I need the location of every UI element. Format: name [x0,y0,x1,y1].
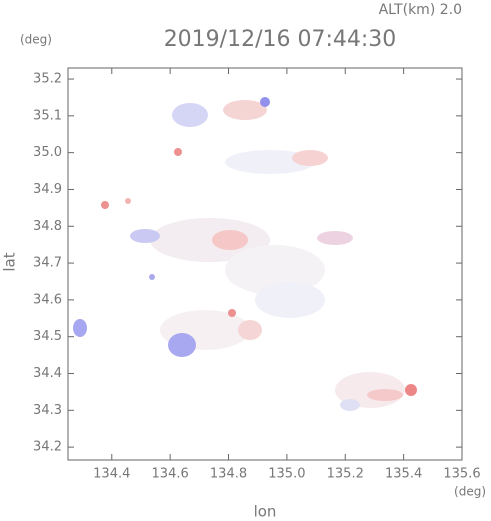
y-tick-label: 34.3 [33,403,62,418]
x-tick-label: 135.4 [385,467,422,482]
echo-field [73,97,417,411]
y-tick-label: 34.4 [33,366,62,381]
y-tick-label: 35.2 [33,72,62,87]
y-tick-label: 35.0 [33,145,62,160]
y-axis-label: lat [1,252,19,271]
y-tick-label: 34.9 [33,182,62,197]
altitude-label: ALT(km) 2.0 [379,2,462,18]
x-tick-label: 135.6 [443,467,480,482]
chart-title: 2019/12/16 07:44:30 [164,27,397,52]
x-tick-label: 134.6 [152,467,189,482]
x-tick-label: 135.0 [268,467,305,482]
y-unit: (deg) [20,33,52,47]
y-tick-label: 35.1 [33,108,62,123]
x-axis-label: lon [254,503,277,521]
x-tick-label: 134.4 [93,467,130,482]
x-tick-label: 135.2 [327,467,364,482]
y-tick-label: 34.2 [33,440,62,455]
x-unit: (deg) [454,485,486,499]
y-tick-label: 34.7 [33,256,62,271]
y-tick-label: 34.6 [33,292,62,307]
x-tick-label: 134.8 [210,467,247,482]
y-tick-label: 34.5 [33,329,62,344]
y-tick-label: 34.8 [33,219,62,234]
plot-frame [67,67,463,461]
